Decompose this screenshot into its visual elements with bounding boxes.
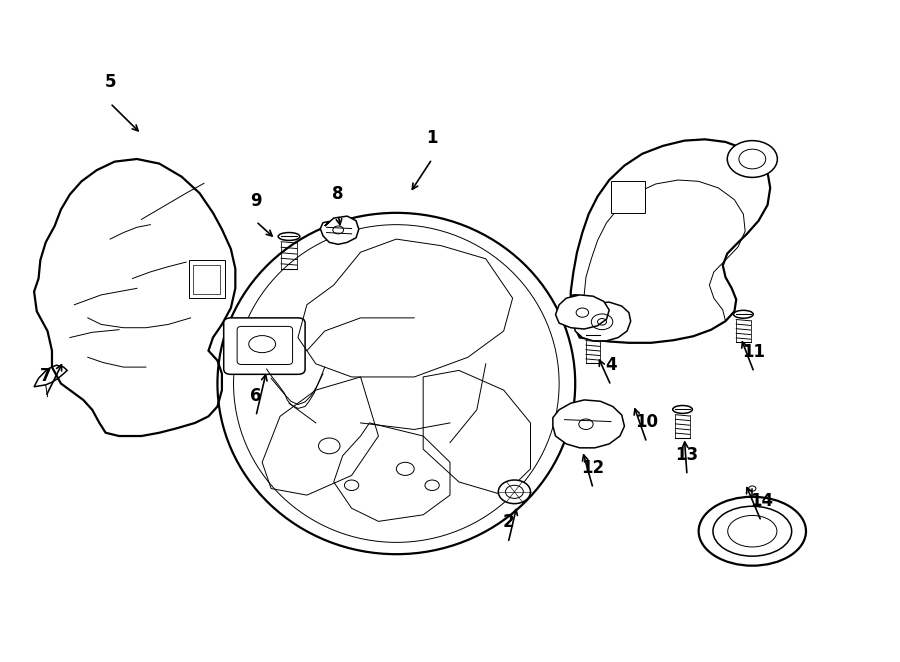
Polygon shape	[573, 302, 631, 341]
Polygon shape	[555, 295, 609, 329]
Text: 14: 14	[750, 492, 773, 510]
Circle shape	[499, 480, 530, 504]
Text: 9: 9	[250, 191, 262, 210]
Ellipse shape	[672, 406, 692, 413]
Text: 13: 13	[676, 446, 698, 463]
Text: 8: 8	[332, 185, 344, 203]
Text: 3: 3	[570, 293, 581, 311]
Bar	[194, 265, 220, 294]
Ellipse shape	[278, 232, 300, 240]
Ellipse shape	[218, 213, 575, 554]
Circle shape	[727, 140, 778, 177]
Text: 1: 1	[427, 129, 438, 147]
Bar	[611, 181, 645, 213]
Polygon shape	[553, 400, 625, 448]
Text: 6: 6	[250, 387, 262, 404]
Bar	[189, 260, 225, 298]
Ellipse shape	[734, 310, 753, 318]
Text: 11: 11	[742, 342, 766, 361]
Text: 12: 12	[581, 459, 605, 477]
Text: 7: 7	[40, 367, 51, 385]
Ellipse shape	[583, 331, 603, 339]
Text: 2: 2	[502, 513, 514, 531]
Text: 5: 5	[104, 73, 116, 91]
FancyBboxPatch shape	[224, 318, 305, 374]
Polygon shape	[571, 139, 770, 343]
Text: 4: 4	[605, 355, 617, 373]
Text: 10: 10	[635, 413, 658, 431]
Polygon shape	[320, 216, 359, 244]
Ellipse shape	[698, 496, 806, 565]
